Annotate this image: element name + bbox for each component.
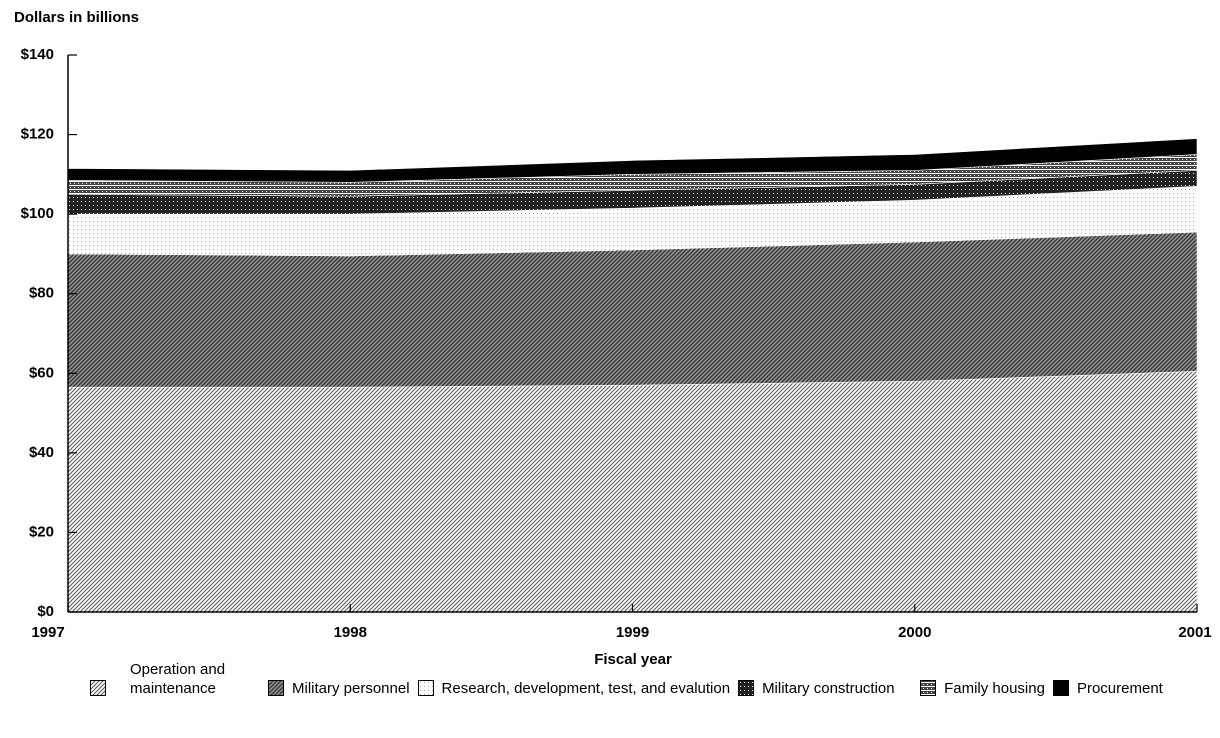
x-tick-label: 1999 <box>616 624 649 641</box>
legend-item: Procurement <box>1052 679 1163 698</box>
legend-swatch <box>417 680 434 696</box>
y-tick-label: $120 <box>21 126 54 143</box>
legend-label: Operation and maintenance <box>130 661 226 697</box>
legend-label: Military personnel <box>292 680 410 697</box>
y-tick-label: $80 <box>29 285 54 302</box>
legend: Operation and maintenance Military person… <box>90 661 1163 698</box>
legend-item: Military personnel <box>268 679 410 698</box>
legend-item: Research, development, test, and evaluti… <box>417 679 731 698</box>
legend-item: Family housing <box>920 679 1045 698</box>
legend-swatch <box>90 680 106 696</box>
y-tick-label: $0 <box>37 603 54 620</box>
legend-label: Procurement <box>1076 680 1163 697</box>
legend-label: Military construction <box>762 680 895 697</box>
x-tick-label: 1998 <box>334 624 367 641</box>
y-axis-label: Dollars in billions <box>14 9 139 26</box>
y-tick-label: $140 <box>21 46 54 63</box>
y-tick-label: $40 <box>29 444 54 461</box>
legend-label: Family housing <box>944 680 1045 697</box>
y-tick-label: $20 <box>29 523 54 540</box>
area <box>67 370 1198 613</box>
x-tick-label: 2001 <box>1178 624 1211 641</box>
area <box>67 138 1198 183</box>
legend-swatch <box>268 680 284 696</box>
legend-item: Military construction <box>738 679 912 698</box>
x-tick-label: 1997 <box>31 624 64 641</box>
legend-item: Operation and maintenance <box>90 661 260 698</box>
y-tick-label: $100 <box>21 205 54 222</box>
legend-label: Research, development, test, and evaluti… <box>441 680 731 697</box>
x-tick-label: 2000 <box>898 624 931 641</box>
legend-swatch <box>920 680 937 696</box>
legend-swatch <box>1052 680 1069 696</box>
y-tick-label: $60 <box>29 364 54 381</box>
x-axis-label: Fiscal year <box>594 651 672 668</box>
legend-swatch <box>738 680 755 696</box>
